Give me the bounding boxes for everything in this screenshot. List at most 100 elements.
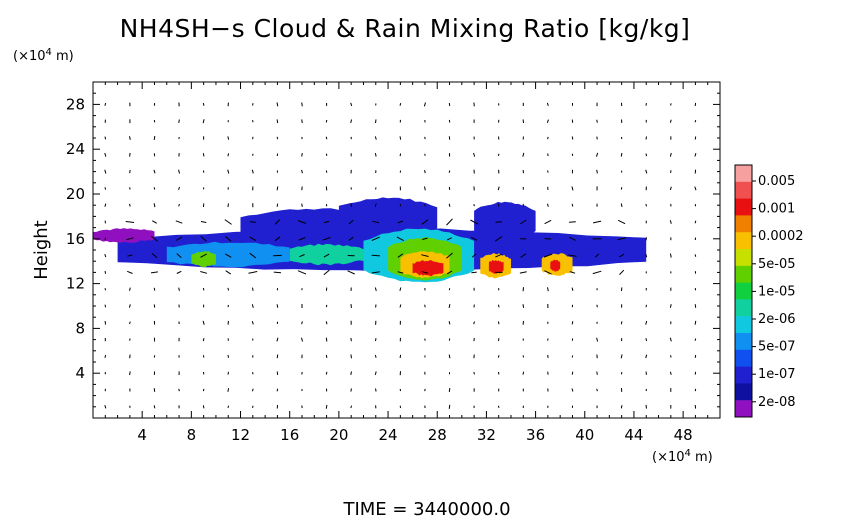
wind-vector [471, 253, 477, 258]
wind-vector [153, 187, 156, 190]
wind-vector [497, 186, 500, 191]
x-unit-label: (×104 m) [652, 448, 713, 465]
colorbar-label: 0.0002 [758, 229, 804, 244]
wind-vector [371, 254, 380, 257]
wind-vector [178, 169, 180, 174]
wind-vector [620, 354, 623, 359]
wind-vector [298, 237, 306, 241]
wind-vector [104, 169, 107, 174]
wind-vector [202, 287, 205, 291]
wind-vector [104, 102, 107, 106]
wind-vector [325, 186, 328, 191]
colorbar-label: 1e-07 [758, 367, 796, 382]
wind-vector [446, 218, 453, 226]
wind-vector [129, 321, 131, 325]
colorbar-swatch [735, 181, 752, 200]
wind-vector [129, 203, 131, 207]
wind-vector [694, 119, 697, 123]
wind-vector [127, 254, 133, 257]
wind-vector [645, 338, 648, 342]
wind-vector [227, 354, 229, 358]
wind-vector [396, 236, 405, 242]
wind-vector [297, 270, 307, 275]
wind-vector [227, 405, 229, 409]
wind-vector [374, 152, 377, 157]
wind-vector [127, 270, 133, 274]
wind-vector [104, 304, 107, 308]
wind-vector [350, 203, 353, 208]
wind-vector [251, 304, 254, 308]
wind-vector [645, 320, 648, 325]
wind-vector [301, 321, 303, 325]
wind-vector [104, 405, 107, 409]
wind-vector [669, 304, 672, 308]
wind-vector [178, 388, 180, 392]
wind-vector [424, 204, 426, 207]
wind-vector [620, 287, 623, 292]
wind-vector [297, 220, 307, 224]
wind-vector [202, 337, 205, 342]
wind-vector [178, 119, 180, 123]
wind-vector [694, 304, 697, 308]
wind-vector [350, 337, 352, 342]
wind-vector [153, 169, 156, 174]
wind-vector [571, 321, 574, 325]
wind-vector [276, 388, 279, 392]
wind-vector [543, 253, 552, 258]
colorbar-swatch [735, 198, 752, 216]
wind-vector [547, 170, 549, 173]
colorbar-label: 0.001 [758, 202, 795, 217]
wind-vector [374, 136, 377, 140]
wind-vector [104, 237, 107, 241]
wind-vector [274, 236, 281, 242]
wind-vector [423, 102, 426, 107]
wind-vector [301, 153, 303, 157]
wind-vector [399, 136, 402, 140]
colorbar-swatch [735, 383, 752, 401]
wind-vector [225, 236, 232, 242]
wind-vector [669, 119, 672, 123]
wind-vector [150, 271, 158, 274]
wind-vector [596, 152, 599, 157]
wind-vector [350, 405, 352, 409]
wind-vector [125, 221, 135, 223]
wind-vector [694, 338, 697, 341]
wind-vector [424, 304, 426, 308]
wind-vector [522, 371, 525, 375]
wind-vector [596, 304, 598, 308]
wind-vector [399, 354, 402, 359]
wind-vector [301, 337, 303, 342]
wind-vector [350, 119, 353, 124]
wind-vector [153, 304, 156, 308]
wind-vector [594, 253, 600, 258]
wind-vector [375, 388, 377, 392]
wind-vector-field [104, 102, 697, 409]
wind-vector [252, 153, 254, 156]
wind-vector [592, 220, 602, 224]
wind-vector [323, 253, 330, 258]
wind-vector [276, 102, 279, 107]
wind-vector [200, 253, 207, 258]
wind-vector [645, 404, 647, 409]
wind-vector [448, 203, 451, 207]
wind-vector [669, 220, 672, 224]
wind-vector [421, 254, 429, 257]
x-tick-label: 24 [379, 426, 398, 444]
wind-vector [178, 186, 180, 190]
wind-vector [399, 102, 402, 106]
wind-vector [568, 254, 577, 257]
wind-vector [252, 388, 254, 392]
svg-text:(×104 m): (×104 m) [13, 47, 74, 64]
wind-vector [299, 254, 305, 258]
x-tick-label: 36 [526, 426, 545, 444]
wind-vector [446, 270, 453, 275]
wind-vector [153, 405, 156, 409]
wind-vector [322, 236, 331, 241]
y-unit-label: (×104 m) [13, 47, 74, 64]
wind-vector [498, 304, 500, 308]
wind-vector [227, 287, 230, 291]
x-axis: 4 8 12 16 20 24 28 32 36 40 44 48 [104, 82, 709, 444]
wind-vector [473, 152, 476, 157]
wind-vector [374, 203, 377, 208]
wind-vector [547, 338, 549, 341]
